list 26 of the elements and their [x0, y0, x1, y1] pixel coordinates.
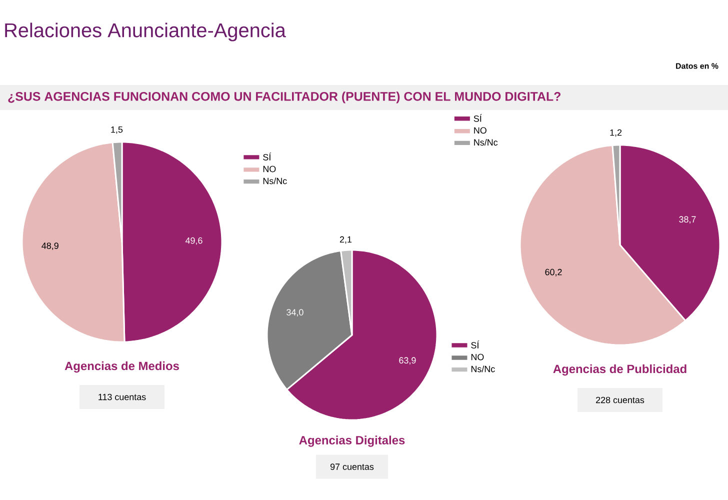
legend-label: Ns/Nc — [263, 178, 287, 184]
legend-label: Ns/Nc — [471, 366, 495, 372]
data-label: 63,9 — [399, 357, 416, 365]
text: 113 cuentas — [98, 394, 146, 400]
data-label: 48,9 — [42, 242, 58, 250]
chart-title: Relaciones Anunciante-Agencia — [5, 22, 286, 42]
text: Agencias de Medios — [64, 361, 179, 373]
data-label: 1,2 — [610, 129, 622, 137]
data-label: 34,0 — [286, 309, 304, 317]
legend-label: SÍ — [471, 340, 480, 348]
data-label: 1,5 — [111, 126, 123, 134]
text: 228 cuentas — [596, 396, 644, 404]
text: Agencias de Publicidad — [553, 364, 686, 376]
data-label: 2,1 — [340, 236, 352, 244]
legend-label: SÍ — [263, 152, 272, 160]
legend-label: NO — [263, 166, 276, 172]
legend-label: Ns/Nc — [474, 138, 498, 146]
chart-subtitle: ¿SUS AGENCIAS FUNCIONAN COMO UN FACILITADOR (PUENTE) CON EL MUNDO DIGITAL? — [8, 92, 560, 104]
data-label: 38,7 — [679, 216, 696, 224]
text: 97 cuentas — [330, 464, 374, 470]
data-label: 60,2 — [545, 268, 562, 276]
legend-label: NO — [471, 354, 484, 360]
data-label: 49,6 — [185, 237, 202, 245]
legend-label: SÍ — [474, 114, 482, 122]
text: Agencias Digitales — [299, 436, 405, 447]
legend-label: NO — [474, 127, 486, 134]
